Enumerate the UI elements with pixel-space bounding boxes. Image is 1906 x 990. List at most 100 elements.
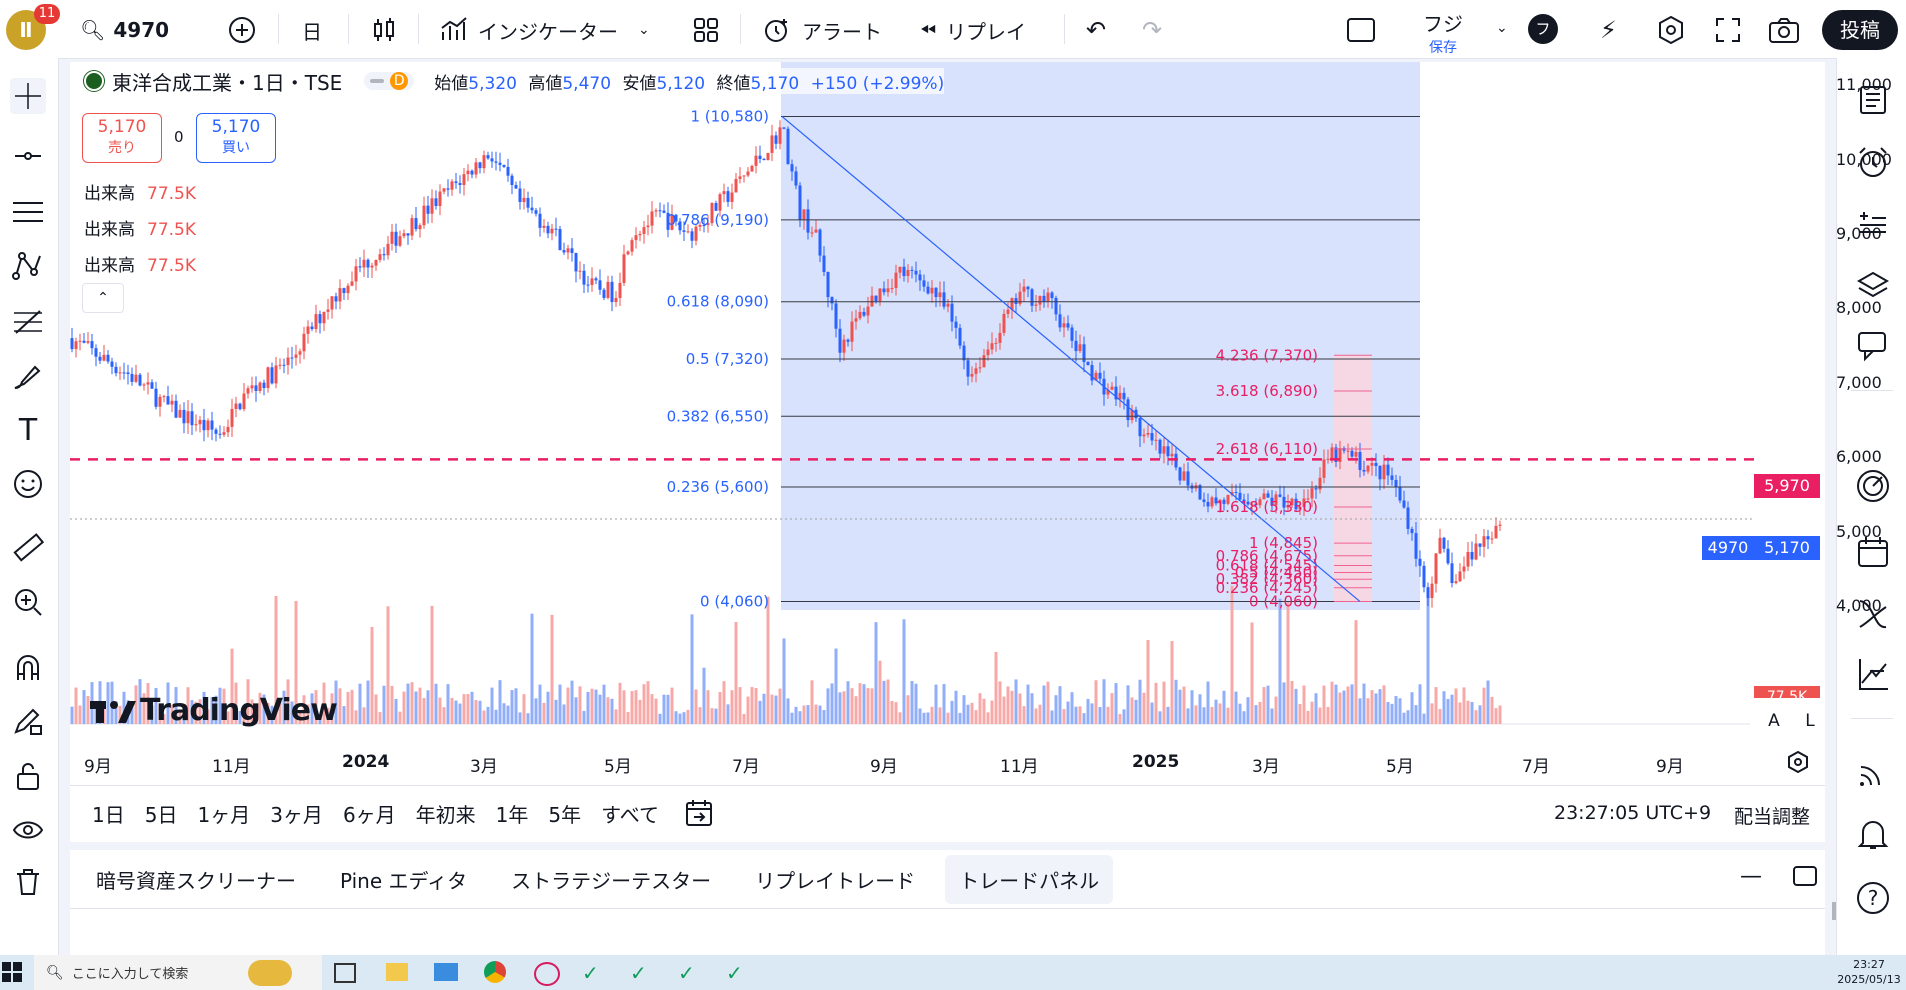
quick-search-button[interactable]: ⚡︎ xyxy=(1600,14,1617,46)
range-button[interactable]: 5年 xyxy=(548,803,582,827)
panel-tab[interactable]: ストラテジーテスター xyxy=(511,868,712,893)
chart-type-button[interactable] xyxy=(370,14,398,46)
taskbar-search[interactable]: 🔍︎ ここに入力して検索 xyxy=(34,955,322,990)
pattern-tool[interactable] xyxy=(10,248,46,284)
symbol-title[interactable]: 東洋合成工業・1日・TSE xyxy=(112,70,343,95)
volume-row[interactable]: 出来高 77.5K xyxy=(84,212,196,248)
text-tool[interactable]: T xyxy=(10,412,46,448)
panel-tab[interactable]: Pine エディタ xyxy=(340,868,468,893)
task-view-icon[interactable] xyxy=(334,963,356,983)
range-button[interactable]: 年初来 xyxy=(415,803,476,827)
symbol-search[interactable]: 🔍︎ 4970 xyxy=(80,14,169,46)
candle-body xyxy=(1246,501,1250,505)
start-button[interactable] xyxy=(2,962,22,986)
candle-body xyxy=(1262,493,1266,500)
templates-button[interactable] xyxy=(692,14,720,46)
range-button[interactable]: 6ヶ月 xyxy=(342,803,396,827)
candle-body xyxy=(1422,565,1426,588)
range-button[interactable]: 1日 xyxy=(92,803,125,827)
remote-desktop-icon[interactable] xyxy=(434,963,458,981)
calendar-button[interactable] xyxy=(1853,532,1893,572)
strategy-button[interactable] xyxy=(1853,594,1893,634)
volume-row[interactable]: 出来高 77.5K xyxy=(84,176,196,212)
replay-button[interactable]: ⏪︎ リプレイ xyxy=(920,14,1026,46)
undo-button[interactable]: ↶ xyxy=(1086,14,1106,46)
volume-bar xyxy=(130,702,134,724)
crosshair-tool[interactable] xyxy=(10,78,46,114)
magnet-tool[interactable] xyxy=(10,650,46,686)
data-window-button[interactable] xyxy=(1853,204,1893,244)
goto-date-button[interactable] xyxy=(684,798,714,832)
trendline-tool[interactable] xyxy=(10,138,46,174)
lock-drawings-edit-tool[interactable] xyxy=(10,704,46,740)
help-button[interactable]: ? xyxy=(1853,878,1893,918)
emoji-tool[interactable] xyxy=(10,466,46,502)
range-button[interactable]: 5日 xyxy=(144,803,178,827)
range-button[interactable]: 1年 xyxy=(495,803,529,827)
panel-tab[interactable]: トレードパネル xyxy=(945,854,1114,904)
interval-button[interactable]: 日 xyxy=(302,19,322,44)
market-status-badge[interactable]: D xyxy=(364,72,415,90)
range-button[interactable]: 3ヶ月 xyxy=(270,803,323,827)
collapse-legend-button[interactable]: ⌃ xyxy=(82,283,124,313)
brush-tool[interactable] xyxy=(10,358,46,394)
tradingview-app-icon[interactable]: ✓ xyxy=(582,961,599,985)
auto-scale-button[interactable]: A xyxy=(1762,711,1786,735)
taskbar-clock[interactable]: 23:27 2025/05/13 xyxy=(1836,957,1902,987)
fib-extension-label: 4.236 (7,370) xyxy=(1216,346,1318,364)
redo-button[interactable]: ↷ xyxy=(1142,14,1162,46)
notifications-button[interactable] xyxy=(1853,814,1893,854)
buy-button[interactable]: 5,170 買い xyxy=(196,113,276,163)
streams-button[interactable] xyxy=(1853,752,1893,792)
volume-bar xyxy=(234,682,238,724)
volume-bar xyxy=(310,693,314,724)
volume-bar xyxy=(1146,639,1150,724)
axis-settings-button[interactable] xyxy=(1786,750,1810,778)
panel-tab[interactable]: リプレイトレード xyxy=(755,868,916,893)
visibility-tool[interactable] xyxy=(10,812,46,848)
ideas-button[interactable] xyxy=(1853,466,1893,506)
log-scale-button[interactable]: L xyxy=(1798,711,1822,735)
zoom-tool[interactable] xyxy=(10,584,46,620)
snip-icon[interactable] xyxy=(534,962,560,986)
sell-button[interactable]: 5,170 売り xyxy=(82,113,162,163)
screener-button[interactable] xyxy=(1853,654,1893,694)
tradingview-app-icon[interactable]: ✓ xyxy=(630,961,647,985)
candle-body xyxy=(170,400,174,405)
tradingview-app-icon[interactable]: ✓ xyxy=(726,961,743,985)
explorer-icon[interactable] xyxy=(386,963,408,981)
maximize-panel-button[interactable] xyxy=(1792,864,1818,892)
screenshot-button[interactable] xyxy=(1768,14,1800,46)
chart-canvas[interactable]: 1 (10,580) 0.786 (9,190) 0.618 (8,090) 0.5 … xyxy=(70,62,1825,782)
panel-tab[interactable]: 暗号資産スクリーナー xyxy=(96,868,296,893)
chart-area[interactable]: 1 (10,580) 0.786 (9,190) 0.618 (8,090) 0.5 … xyxy=(70,62,1892,842)
list-icon xyxy=(1860,86,1886,114)
dividend-adjust-button[interactable]: 配当調整 xyxy=(1734,806,1811,828)
indicators-button[interactable]: インジケーター ⌄ xyxy=(440,14,650,46)
layout-button[interactable] xyxy=(1346,14,1376,46)
tradingview-app-icon[interactable]: ✓ xyxy=(678,961,695,985)
fib-tool[interactable] xyxy=(10,304,46,340)
avatar[interactable]: フ xyxy=(1528,14,1558,44)
object-tree-button[interactable] xyxy=(1853,266,1893,306)
alert-button[interactable]: アラート xyxy=(762,14,882,46)
compare-symbol-button[interactable] xyxy=(228,14,256,46)
fullscreen-button[interactable] xyxy=(1714,14,1742,46)
settings-button[interactable] xyxy=(1656,14,1686,46)
volume-row[interactable]: 出来高 77.5K xyxy=(84,248,196,284)
chats-button[interactable] xyxy=(1853,326,1893,366)
layout-name-button[interactable]: フジ 保存 xyxy=(1408,8,1478,56)
layout-menu-chevron-icon[interactable]: ⌄ xyxy=(1496,20,1508,36)
range-button[interactable]: すべて xyxy=(601,803,659,827)
trash-tool[interactable] xyxy=(10,866,46,896)
alerts-button[interactable] xyxy=(1853,142,1893,182)
clock[interactable]: 23:27:05 UTC+9 xyxy=(1554,802,1712,824)
lock-tool[interactable] xyxy=(10,758,46,794)
range-button[interactable]: 1ヶ月 xyxy=(197,803,251,827)
hlines-tool[interactable] xyxy=(10,194,46,230)
chrome-icon[interactable] xyxy=(484,961,506,983)
publish-button[interactable]: 投稿 xyxy=(1822,10,1898,50)
measure-tool[interactable] xyxy=(10,530,46,566)
watchlist-button[interactable] xyxy=(1853,80,1893,120)
minimize-panel-button[interactable]: — xyxy=(1740,864,1762,889)
